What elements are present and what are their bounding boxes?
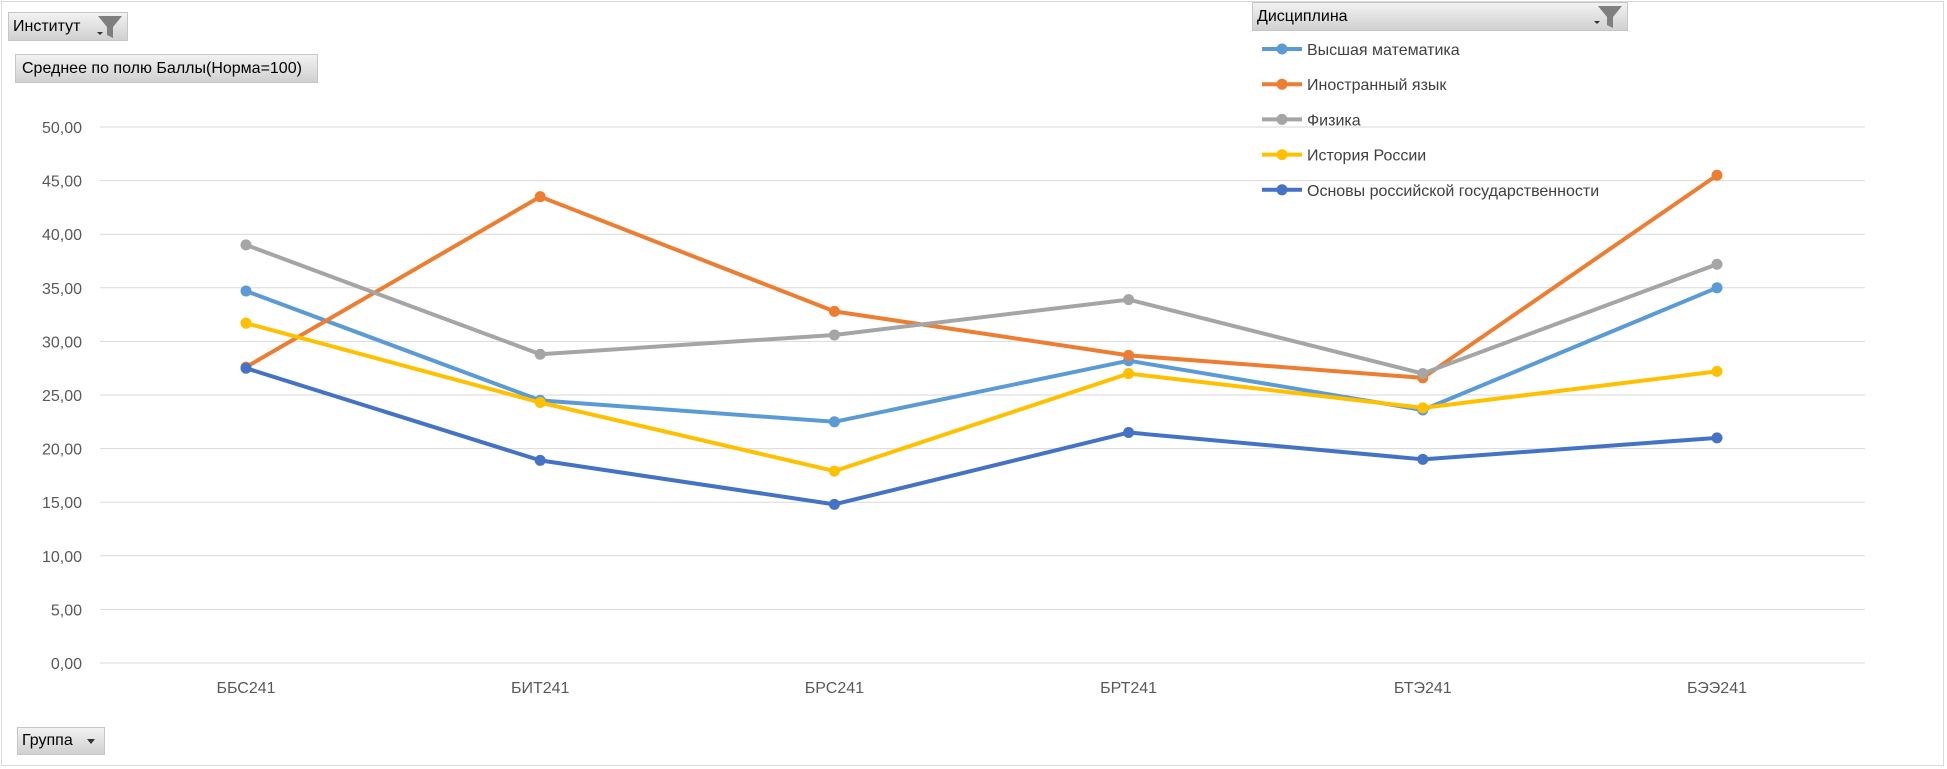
x-tick-label: БИТ241 bbox=[511, 680, 570, 697]
series-line bbox=[245, 321, 1718, 474]
data-point bbox=[828, 329, 840, 341]
data-point bbox=[1711, 258, 1723, 270]
y-axis-ticks: 0,00 5,00 10,00 15,00 20,00 25,00 30,00 35,00 40… bbox=[42, 120, 82, 673]
data-point bbox=[240, 239, 252, 251]
data-point bbox=[828, 498, 840, 510]
data-point bbox=[828, 465, 840, 477]
series bbox=[240, 282, 1723, 428]
data-point bbox=[1123, 368, 1135, 380]
legend-entry[interactable]: Физика bbox=[1262, 112, 1361, 129]
legend-marker bbox=[1276, 43, 1288, 55]
series-line bbox=[245, 285, 1718, 424]
data-point bbox=[828, 305, 840, 317]
data-point bbox=[1711, 365, 1723, 377]
value-field-button[interactable]: Среднее по полю Баллы(Норма=100) bbox=[15, 54, 318, 83]
legend-entry[interactable]: История России bbox=[1262, 148, 1426, 165]
series bbox=[240, 239, 1723, 380]
x-tick-label: БРТ241 bbox=[1100, 680, 1157, 697]
data-point bbox=[534, 454, 546, 466]
y-tick-label: 50,00 bbox=[42, 120, 82, 137]
series bbox=[240, 169, 1723, 384]
filter-icon[interactable] bbox=[97, 15, 123, 39]
legend-entry[interactable]: Иностранный язык bbox=[1262, 77, 1447, 94]
data-point bbox=[240, 285, 252, 297]
legend-marker bbox=[1276, 113, 1288, 125]
group-field-button[interactable]: Группа bbox=[17, 727, 105, 755]
data-point bbox=[828, 416, 840, 428]
data-point bbox=[1123, 349, 1135, 361]
series-lines bbox=[240, 169, 1723, 510]
filter-icon[interactable] bbox=[1597, 5, 1623, 29]
chevron-down-icon bbox=[87, 739, 95, 744]
y-tick-label: 20,00 bbox=[42, 442, 82, 459]
data-point bbox=[1711, 282, 1723, 294]
legend-marker bbox=[1276, 78, 1288, 90]
data-point bbox=[1417, 402, 1429, 414]
series-line bbox=[245, 243, 1718, 376]
series-line bbox=[245, 366, 1718, 507]
x-axis-ticks: ББС241 БИТ241 БРС241 БРТ241 БТЭ241 БЭЭ241 bbox=[216, 680, 1747, 697]
discipline-filter-label: Дисциплина bbox=[1257, 7, 1348, 25]
chevron-down-icon bbox=[97, 32, 103, 35]
y-tick-label: 15,00 bbox=[42, 495, 82, 512]
legend-label: Основы российской государственности bbox=[1307, 183, 1599, 200]
data-point bbox=[534, 191, 546, 203]
legend-label: Иностранный язык bbox=[1307, 77, 1447, 94]
y-tick-label: 35,00 bbox=[42, 281, 82, 298]
y-tick-label: 40,00 bbox=[42, 227, 82, 244]
legend-label: Физика bbox=[1307, 112, 1361, 129]
data-point bbox=[1711, 432, 1723, 444]
legend-marker bbox=[1276, 184, 1288, 196]
y-tick-label: 45,00 bbox=[42, 174, 82, 191]
legend-entry[interactable]: Основы российской государственности bbox=[1262, 183, 1599, 200]
legend-marker bbox=[1276, 149, 1288, 161]
data-point bbox=[1711, 169, 1723, 181]
chevron-down-icon bbox=[1594, 21, 1600, 24]
discipline-filter-button[interactable]: Дисциплина bbox=[1252, 2, 1628, 31]
y-tick-label: 0,00 bbox=[51, 656, 82, 673]
data-point bbox=[534, 348, 546, 360]
data-point bbox=[240, 362, 252, 374]
value-field-label: Среднее по полю Баллы(Норма=100) bbox=[22, 59, 302, 77]
institute-filter-label: Институт bbox=[13, 17, 81, 35]
data-point bbox=[1123, 294, 1135, 306]
institute-filter-button[interactable]: Институт bbox=[8, 12, 128, 41]
series bbox=[240, 362, 1723, 510]
x-tick-label: БЭЭ241 bbox=[1687, 680, 1747, 697]
y-tick-label: 5,00 bbox=[51, 602, 82, 619]
data-point bbox=[1123, 427, 1135, 439]
data-point bbox=[1417, 453, 1429, 465]
gridlines bbox=[100, 126, 1865, 664]
x-tick-label: БРС241 bbox=[805, 680, 864, 697]
x-tick-label: ББС241 bbox=[216, 680, 275, 697]
data-point bbox=[534, 397, 546, 409]
legend-label: Высшая математика bbox=[1307, 42, 1460, 59]
y-tick-label: 25,00 bbox=[42, 388, 82, 405]
y-tick-label: 10,00 bbox=[42, 549, 82, 566]
series-line bbox=[244, 173, 1719, 380]
data-point bbox=[240, 317, 252, 329]
legend-entry[interactable]: Высшая математика bbox=[1262, 42, 1460, 59]
y-tick-label: 30,00 bbox=[42, 334, 82, 351]
group-field-label: Группа bbox=[22, 732, 73, 749]
data-point bbox=[1417, 368, 1429, 380]
x-tick-label: БТЭ241 bbox=[1394, 680, 1452, 697]
legend-label: История России bbox=[1307, 148, 1426, 165]
legend: Высшая математика Иностранный язык Физика И… bbox=[1262, 42, 1599, 200]
series bbox=[240, 317, 1723, 477]
